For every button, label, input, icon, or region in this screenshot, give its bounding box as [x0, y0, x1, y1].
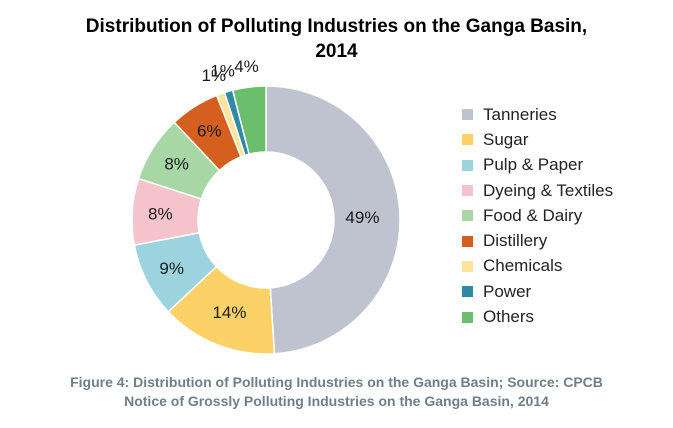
legend-item-chemicals: Chemicals — [462, 254, 613, 279]
data-label-chemicals: 1% — [202, 66, 227, 85]
chart-title-line1: Distribution of Polluting Industries on … — [85, 16, 588, 37]
legend-swatch — [462, 260, 473, 272]
legend-label: Power — [483, 281, 532, 301]
data-label-pulp-paper: 9% — [159, 259, 184, 278]
legend-label: Food & Dairy — [483, 205, 583, 225]
legend-item-power: Power — [462, 279, 613, 304]
legend-label: Pulp & Paper — [483, 155, 584, 175]
chart-title: Distribution of Polluting Industries on … — [0, 14, 673, 64]
legend-label: Tanneries — [483, 104, 557, 124]
legend-swatch — [462, 286, 473, 298]
legend-swatch — [462, 109, 473, 121]
chart-title-line2: 2014 — [315, 41, 358, 62]
legend-item-distillery: Distillery — [462, 228, 613, 253]
figure-caption-line1: Figure 4: Distribution of Polluting Indu… — [70, 374, 603, 390]
data-label-dyeing-textiles: 8% — [148, 204, 173, 223]
legend-swatch — [462, 159, 473, 171]
legend-label: Dyeing & Textiles — [483, 180, 614, 200]
chart-legend: Tanneries Sugar Pulp & Paper Dyeing & Texti… — [462, 102, 613, 330]
legend-item-tanneries: Tanneries — [462, 102, 613, 127]
data-label-tanneries: 49% — [345, 208, 379, 227]
figure-caption: Figure 4: Distribution of Polluting Indu… — [0, 373, 673, 411]
legend-swatch — [462, 210, 473, 222]
legend-label: Others — [483, 307, 535, 327]
figure-caption-line2: Notice of Grossly Polluting Industries o… — [124, 393, 549, 409]
legend-item-sugar: Sugar — [462, 127, 613, 152]
data-label-power: 1% — [210, 62, 235, 81]
data-label-others: 4% — [234, 57, 259, 76]
legend-swatch — [462, 185, 473, 197]
data-label-distillery: 6% — [197, 122, 222, 141]
legend-swatch — [462, 311, 473, 323]
legend-swatch — [462, 235, 473, 247]
slice-tanneries — [265, 85, 401, 355]
legend-swatch — [462, 134, 473, 146]
data-label-food-dairy: 8% — [164, 154, 189, 173]
legend-label: Sugar — [483, 129, 529, 149]
legend-item-food-dairy: Food & Dairy — [462, 203, 613, 228]
slice-others — [231, 85, 267, 156]
legend-label: Distillery — [483, 231, 548, 251]
legend-item-pulp-paper: Pulp & Paper — [462, 153, 613, 178]
legend-item-others: Others — [462, 304, 613, 329]
legend-label: Chemicals — [483, 256, 563, 276]
legend-item-dyeing-textiles: Dyeing & Textiles — [462, 178, 613, 203]
data-label-sugar: 14% — [212, 303, 246, 322]
